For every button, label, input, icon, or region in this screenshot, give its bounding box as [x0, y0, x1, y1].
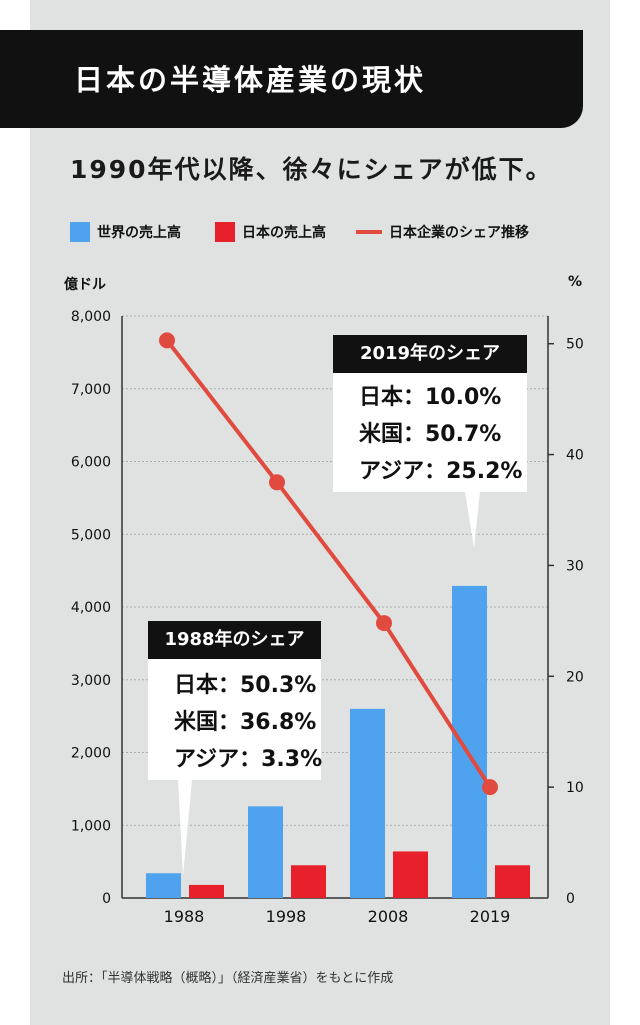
callout-2019-heading: 2019年のシェア	[333, 335, 527, 373]
share-point	[482, 779, 498, 796]
source-note: 出所：「半導体戦略（概略）」（経済産業省）をもとに作成	[62, 971, 394, 986]
bar-world	[452, 585, 487, 898]
callout-2019-pointer	[465, 492, 480, 548]
share-line	[165, 339, 492, 789]
chart-subtitle: 1990年代以降、徐々にシェアが低下。	[70, 155, 553, 184]
legend-share-line	[356, 230, 382, 234]
callout-1988-row-japan: 日本：50.3%	[174, 673, 317, 698]
callout-1988-heading: 1988年のシェア	[148, 621, 321, 659]
chart-title: 日本の半導体産業の現状	[74, 63, 427, 97]
bar-japan	[291, 865, 326, 898]
callout-1988: 1988年のシェア 日本：50.3% 米国：36.8% アジア：3.3%	[148, 621, 323, 780]
legend-japan: 日本の売上高	[215, 222, 326, 242]
left-tick-label: 6,000	[71, 455, 111, 471]
left-axis-unit: 億ドル	[64, 277, 106, 293]
callout-2019-row-japan: 日本：10.0%	[359, 385, 502, 410]
left-tick-label: 3,000	[71, 673, 111, 689]
callout-1988-row-asia: アジア：3.3%	[174, 747, 323, 772]
legend-world-label: 世界の売上高	[97, 225, 181, 241]
legend-share-label: 日本企業のシェア推移	[389, 225, 529, 241]
left-tick-label: 2,000	[71, 746, 111, 762]
bar-world	[248, 806, 283, 898]
callout-2019-row-asia: アジア：25.2%	[359, 459, 523, 484]
legend-share: 日本企業のシェア推移	[356, 222, 529, 242]
left-tick-label: 0	[102, 891, 111, 907]
bar-japan	[393, 851, 428, 898]
legend-japan-label: 日本の売上高	[242, 225, 326, 241]
callout-1988-row-us: 米国：36.8%	[174, 710, 317, 735]
left-tick-label: 5,000	[71, 527, 111, 543]
legend-japan-swatch	[215, 222, 235, 242]
left-tick-label: 1,000	[71, 818, 111, 834]
right-tick-label: 0	[566, 891, 575, 907]
legend-world-swatch	[70, 222, 90, 242]
x-tick-label: 2008	[368, 907, 409, 926]
left-tick-label: 8,000	[71, 309, 111, 325]
left-tick-label: 7,000	[71, 382, 111, 398]
title-bar	[0, 30, 583, 128]
bar-japan	[189, 884, 224, 898]
share-point	[269, 474, 285, 491]
bar-world	[350, 708, 385, 898]
callout-2019: 2019年のシェア 日本：10.0% 米国：50.7% アジア：25.2%	[333, 335, 527, 492]
callout-1988-pointer	[178, 780, 192, 876]
right-tick-label: 10	[566, 780, 584, 796]
right-tick-label: 30	[566, 558, 584, 574]
legend-world: 世界の売上高	[70, 222, 181, 242]
x-tick-label: 1998	[266, 907, 307, 926]
callout-2019-row-us: 米国：50.7%	[359, 422, 502, 447]
share-point	[376, 615, 392, 632]
left-tick-label: 4,000	[71, 600, 111, 616]
bar-japan	[495, 865, 530, 898]
x-tick-label: 2019	[470, 907, 511, 926]
chart-panel	[30, 0, 610, 1025]
right-tick-label: 20	[566, 669, 584, 685]
right-axis-unit: %	[568, 274, 583, 290]
share-point	[159, 332, 175, 349]
right-tick-label: 50	[566, 337, 584, 353]
bar-world	[146, 873, 181, 898]
right-tick-label: 40	[566, 448, 584, 464]
x-tick-label: 1988	[164, 907, 205, 926]
